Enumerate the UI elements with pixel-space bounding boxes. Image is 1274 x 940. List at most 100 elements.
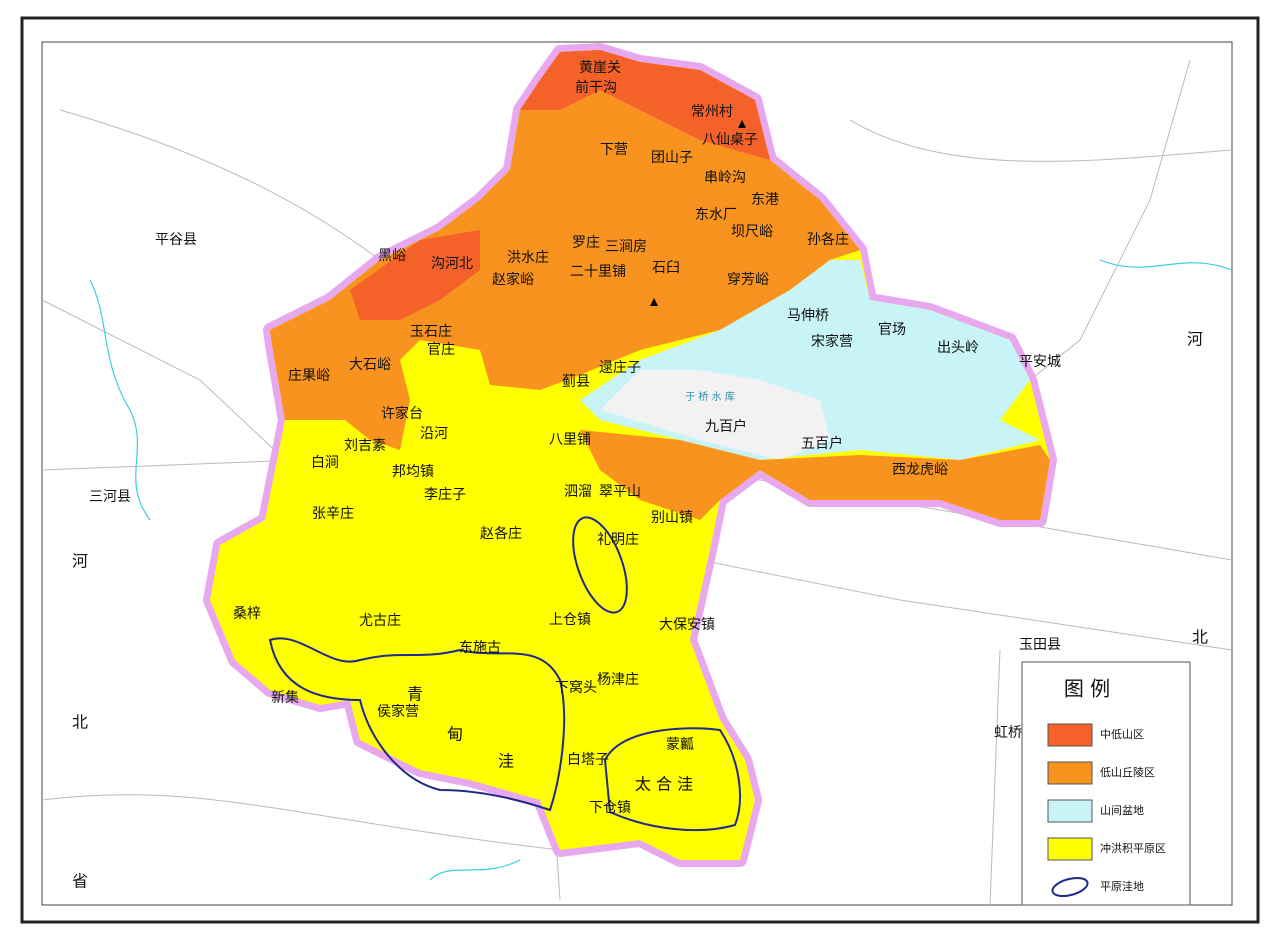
place-label: 坝尺峪 (731, 224, 773, 240)
place-label: 大石峪 (349, 357, 391, 373)
mountain-zone (520, 50, 770, 160)
legend-swatch (1051, 876, 1089, 898)
place-label: 省 (72, 872, 88, 891)
place-label: 蓟县 (562, 374, 590, 390)
place-label: 侯家营 (377, 703, 419, 720)
place-label: 刘吉素 (344, 438, 386, 454)
place-label: 大保安镇 (659, 617, 715, 633)
place-label: 平安城 (1019, 354, 1061, 370)
place-label: 沿河 (420, 426, 448, 442)
place-label: 河 (72, 552, 88, 571)
legend-swatch (1047, 761, 1093, 785)
place-label: 官场 (878, 322, 906, 338)
depression-outline (268, 637, 566, 812)
place-label: 洼 (498, 752, 514, 771)
place-label: 三河县 (89, 489, 131, 505)
place-label: 西龙虎峪 (892, 462, 948, 478)
place-label: 沟河北 (431, 256, 473, 272)
place-label: 东港 (751, 192, 779, 208)
depression-outline (572, 516, 628, 614)
hill-zone (580, 430, 1050, 520)
place-label: 泗溜 (564, 484, 592, 500)
place-label: 白涧 (311, 455, 339, 471)
legend-swatch (1047, 799, 1093, 823)
place-label: 孙各庄 (807, 231, 849, 248)
place-label: 下营 (600, 142, 628, 158)
place-label: 八里铺 (549, 432, 591, 448)
place-label: 白塔子 (567, 752, 609, 768)
place-label: 平谷县 (155, 232, 197, 248)
place-label: 团山子 (651, 150, 693, 166)
place-label: 九百户 (705, 418, 747, 435)
hill-zone (270, 50, 860, 450)
place-label: 五百户 (801, 435, 843, 452)
place-label: 北 (1192, 628, 1208, 647)
legend-label: 中低山区 (1100, 728, 1144, 741)
inner-frame (41, 41, 1233, 906)
place-label: 庄果峪 (288, 367, 330, 384)
place-label: 前干沟 (575, 79, 617, 96)
place-label: 张辛庄 (312, 505, 354, 522)
place-label: 下仓镇 (589, 800, 631, 816)
place-label: 桑梓 (233, 606, 261, 622)
place-label: 三涧房 (605, 239, 647, 255)
zones (203, 43, 1057, 867)
place-label: 邦均镇 (392, 464, 434, 480)
place-label: 宋家营 (811, 333, 853, 350)
place-label: 洪水庄 (507, 249, 549, 266)
place-label: 串岭沟 (704, 170, 746, 186)
outer-frame (20, 16, 1260, 924)
place-label: 东施古 (459, 640, 501, 656)
place-label: 上仓镇 (549, 612, 591, 628)
place-label: 新集 (271, 689, 299, 706)
place-label: 礼明庄 (597, 531, 639, 548)
mountain-zone (350, 230, 480, 320)
place-label: 翠平山 (599, 484, 641, 500)
peak (738, 120, 746, 128)
place-label: 河 (1187, 330, 1203, 349)
place-label: 玉石庄 (410, 323, 452, 340)
place-label: 黑峪 (378, 248, 406, 264)
peak (650, 298, 658, 306)
place-label: 许家台 (381, 405, 423, 422)
place-label: 黄崖关 (579, 59, 621, 76)
place-label: 虹桥 (994, 725, 1022, 741)
legend-swatch (1047, 723, 1093, 747)
place-label: 别山镇 (651, 510, 693, 526)
place-label: 尤古庄 (359, 612, 401, 629)
legend-label: 冲洪积平原区 (1100, 841, 1166, 855)
legend-label: 低山丘陵区 (1100, 766, 1155, 779)
place-label: 穿芳峪 (727, 271, 769, 288)
legend-swatch (1047, 837, 1093, 861)
place-labels: 黄崖关前干沟常州村八仙桌子下营团山子串岭沟东港东水厂坝尺峪 孙各庄 平谷县黑峪 洪水庄… (72, 59, 1208, 891)
place-label: 赵各庄 (480, 525, 522, 542)
place-label: 常州村 (691, 104, 733, 120)
place-label: 下窝头 (555, 679, 597, 696)
place-label: 甸 (447, 725, 463, 744)
place-label: 赵家峪 (492, 271, 534, 288)
legend-label: 平原洼地 (1100, 879, 1144, 893)
legend-label: 山间盆地 (1100, 803, 1144, 817)
place-label: 官庄 (427, 341, 455, 358)
place-label: 八仙桌子 (702, 132, 758, 148)
place-label: 出头岭 (937, 340, 979, 356)
place-label: 太 合 洼 (635, 775, 693, 794)
reservoir (600, 370, 830, 460)
place-label: 二十里铺 (570, 264, 626, 280)
legend-title: 图 例 (1064, 677, 1110, 701)
place-label: 罗庄 (572, 234, 600, 251)
place-label: 李庄子 (424, 486, 466, 503)
depression-outline (603, 727, 741, 832)
place-label: 逯庄子 (599, 359, 641, 376)
place-label: 青 (407, 685, 423, 704)
place-label: 北 (72, 713, 88, 732)
place-label: 玉田县 (1019, 637, 1061, 653)
place-label: 石臼 (652, 260, 680, 276)
place-label: 于 桥 水 库 (685, 390, 735, 403)
place-label: 马伸桥 (787, 308, 829, 324)
place-label: 蒙瓤 (666, 737, 694, 753)
place-label: 东水厂 (695, 207, 737, 223)
